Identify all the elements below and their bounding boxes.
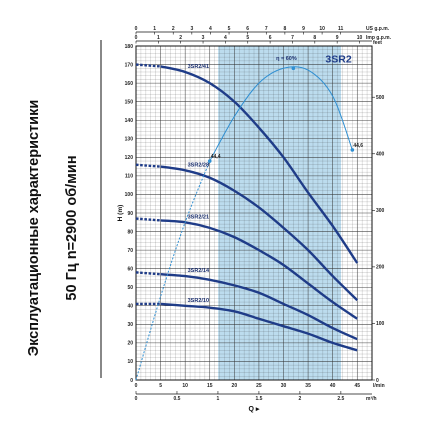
- impgpm-tick-label: 4: [224, 35, 227, 41]
- efficiency-curve-dashed: [135, 160, 211, 381]
- usgpm-tick-label: 2: [172, 26, 175, 32]
- performance-curve: [160, 165, 359, 302]
- performance-curve-dashed: [135, 217, 161, 222]
- performance-curve-dashed: [135, 163, 161, 168]
- m3h-tick-label: 2: [298, 396, 301, 402]
- x-unit-label: l/min: [373, 383, 385, 389]
- x-tick-label: 10: [182, 383, 188, 389]
- m3h-tick-label: 1: [217, 396, 220, 402]
- efficiency-marker-label: 44,4: [211, 154, 221, 160]
- y-tick-label: 0: [130, 378, 133, 384]
- model-label: 3SR2/28: [188, 162, 209, 168]
- performance-curve-dashed: [135, 271, 161, 276]
- usgpm-tick-label: 10: [319, 26, 325, 32]
- y-tick-label: 50: [127, 285, 133, 291]
- usgpm-unit-label: US g.p.m.: [366, 26, 390, 32]
- x-tick-label: 45: [354, 383, 360, 389]
- usgpm-tick-label: 1: [153, 26, 156, 32]
- impgpm-unit-label: Imp g.p.m.: [366, 35, 392, 41]
- usgpm-tick-label: 5: [228, 26, 231, 32]
- performance-curve: [160, 65, 359, 264]
- impgpm-tick-label: 0: [135, 35, 138, 41]
- usgpm-tick-label: 11: [338, 26, 344, 32]
- x-tick-label: 40: [330, 383, 336, 389]
- model-label: 3SR2/14: [188, 268, 210, 274]
- efficiency-marker: [350, 148, 355, 152]
- impgpm-tick-label: 3: [202, 35, 205, 41]
- model-label: 3SR2/21: [188, 214, 209, 220]
- m3h-tick-label: 0: [135, 396, 138, 402]
- impgpm-tick-label: 7: [291, 35, 294, 41]
- y-tick-label: 180: [125, 44, 134, 50]
- y-tick-label: 160: [125, 81, 134, 87]
- y-tick-label: 110: [125, 174, 133, 180]
- feet-tick-label: 200: [376, 265, 385, 271]
- impgpm-tick-label: 1: [157, 35, 160, 41]
- usgpm-tick-label: 8: [283, 26, 286, 32]
- y-tick-label: 70: [127, 248, 133, 254]
- plot-frame: [135, 45, 373, 381]
- usgpm-tick-label: 3: [190, 26, 193, 32]
- y-tick-label: 20: [127, 341, 133, 347]
- model-label: 3SR2/10: [188, 298, 209, 304]
- impgpm-tick-label: 5: [246, 35, 249, 41]
- feet-tick-label: 300: [376, 208, 385, 214]
- y-tick-label: 130: [125, 137, 134, 143]
- x-tick-label: 5: [159, 383, 162, 389]
- y-tick-label: 30: [127, 322, 133, 328]
- impgpm-tick-label: 10: [357, 35, 363, 41]
- performance-curve: [160, 273, 358, 341]
- y-axis-label: H (m): [117, 205, 124, 222]
- feet-tick-label: 500: [376, 95, 385, 101]
- x-tick-label: 35: [305, 383, 311, 389]
- usgpm-tick-label: 6: [246, 26, 249, 32]
- m3h-tick-label: 1.5: [255, 396, 262, 402]
- x-axis-label: Q ▸: [249, 406, 260, 413]
- usgpm-tick-label: 0: [135, 26, 138, 32]
- x-tick-label: 0: [135, 383, 138, 389]
- m3h-tick-label: 2.5: [337, 396, 344, 402]
- feet-tick-label: 100: [376, 321, 385, 327]
- x-tick-label: 30: [281, 383, 287, 389]
- performance-curve: [160, 219, 358, 320]
- m3h-tick-label: 0.5: [173, 396, 180, 402]
- efficiency-marker: [291, 66, 296, 71]
- model-label: 3SR2/41: [188, 64, 209, 70]
- y-tick-label: 10: [127, 359, 133, 365]
- impgpm-tick-label: 9: [336, 35, 339, 41]
- y-tick-label: 170: [125, 62, 134, 68]
- performance-curve: [160, 302, 358, 352]
- feet-unit-label: feet: [373, 40, 382, 46]
- x-tick-label: 25: [256, 383, 262, 389]
- usgpm-tick-label: 7: [265, 26, 268, 32]
- efficiency-curve: [209, 66, 353, 162]
- y-tick-label: 60: [127, 266, 133, 272]
- m3h-unit-label: m³/h: [366, 396, 377, 402]
- impgpm-tick-label: 6: [269, 35, 272, 41]
- y-tick-label: 40: [127, 304, 133, 310]
- usgpm-tick-label: 4: [209, 26, 212, 32]
- y-tick-label: 100: [125, 192, 134, 198]
- y-tick-label: 150: [125, 99, 134, 105]
- y-tick-label: 90: [127, 211, 133, 217]
- feet-tick-label: 0: [376, 378, 379, 384]
- efficiency-label: η = 60%: [276, 56, 297, 62]
- feet-tick-label: 400: [376, 152, 385, 158]
- y-tick-label: 140: [125, 118, 134, 124]
- usgpm-tick-label: 9: [302, 26, 305, 32]
- x-tick-label: 20: [232, 383, 238, 389]
- x-tick-label: 15: [207, 383, 213, 389]
- y-tick-label: 80: [127, 229, 133, 235]
- impgpm-tick-label: 2: [179, 35, 182, 41]
- efficiency-marker-label: 44,6: [353, 143, 363, 149]
- efficiency-marker: [207, 159, 212, 163]
- performance-curve-dashed: [135, 63, 161, 68]
- chart-title: 3SR2: [325, 54, 351, 66]
- y-tick-label: 120: [125, 155, 134, 161]
- impgpm-tick-label: 8: [313, 35, 316, 41]
